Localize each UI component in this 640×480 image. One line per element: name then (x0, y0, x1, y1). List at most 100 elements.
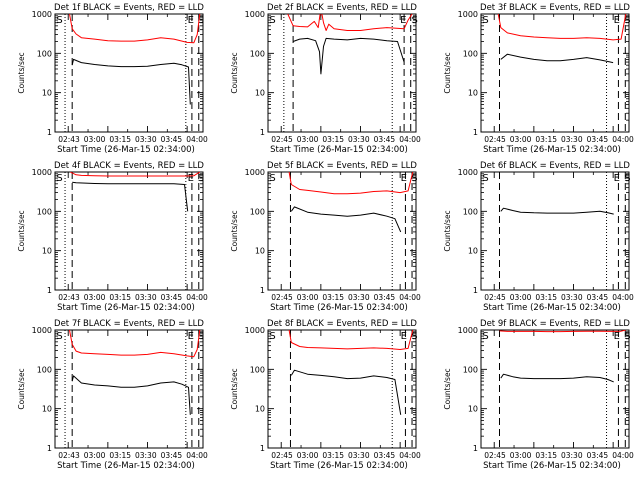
x-tick-label: 03:30 (561, 293, 583, 302)
y-axis-label: Counts/sec (443, 368, 452, 409)
chart-title: Det 1f BLACK = Events, RED = LLD (54, 3, 204, 13)
series-line-lld (288, 172, 414, 195)
y-tick-label: 10 (255, 89, 265, 98)
end-marker-label: E (188, 15, 194, 26)
y-tick-label: 100 (463, 49, 478, 58)
y-tick-label: 100 (463, 365, 478, 374)
start-marker-label: S (412, 15, 418, 26)
y-tick-label: 1000 (458, 326, 478, 335)
chart-title: Det 6f BLACK = Events, RED = LLD (480, 161, 630, 171)
y-tick-label: 100 (250, 365, 265, 374)
chart-title: Det 4f BLACK = Events, RED = LLD (54, 161, 204, 171)
y-tick-label: 10 (255, 247, 265, 256)
chart-title: Det 9f BLACK = Events, RED = LLD (480, 319, 630, 329)
start-marker-label: S (624, 173, 630, 184)
x-tick-label: 02:45 (484, 135, 506, 144)
series-line-lld (497, 14, 627, 41)
y-tick-label: 1 (47, 286, 52, 295)
y-tick-label: 10 (42, 89, 52, 98)
series-line-events (292, 37, 405, 75)
x-axis-label: Start Time (26-Mar-15 02:34:00) (57, 303, 195, 313)
x-axis-label: Start Time (26-Mar-15 02:34:00) (483, 461, 621, 471)
x-tick-label: 02:45 (484, 293, 506, 302)
y-tick-label: 1000 (458, 10, 478, 19)
plot-frame (267, 329, 417, 449)
series-line-lld (288, 330, 414, 350)
start-marker-label: S (624, 331, 630, 342)
y-tick-label: 100 (250, 207, 265, 216)
y-tick-label: 1 (260, 128, 265, 137)
start-marker-label: S (56, 15, 62, 26)
x-tick-label: 02:43 (58, 293, 80, 302)
x-tick-label: 03:00 (297, 451, 319, 460)
x-tick-label: 03:00 (84, 293, 106, 302)
x-tick-label: 02:43 (58, 451, 80, 460)
y-tick-label: 100 (37, 365, 52, 374)
start-marker-label: S (411, 173, 417, 184)
y-tick-label: 100 (37, 207, 52, 216)
y-tick-label: 10 (468, 405, 478, 414)
x-tick-label: 03:00 (510, 135, 532, 144)
start-marker-label: S (411, 331, 417, 342)
plot-frame (267, 13, 417, 133)
x-tick-label: 03:45 (587, 135, 609, 144)
x-tick-label: 04:00 (186, 135, 208, 144)
y-axis-label: Counts/sec (443, 210, 452, 251)
start-marker-label: S (269, 331, 275, 342)
start-marker-label: S (482, 173, 488, 184)
x-tick-label: 03:15 (322, 293, 344, 302)
x-tick-label: 04:00 (186, 293, 208, 302)
x-axis-label: Start Time (26-Mar-15 02:34:00) (57, 145, 195, 155)
series-line-lld (287, 14, 413, 31)
y-tick-label: 10 (42, 405, 52, 414)
x-tick-label: 03:00 (510, 451, 532, 460)
x-tick-label: 04:00 (399, 293, 421, 302)
end-marker-label: E (188, 331, 194, 342)
start-marker-label: S (624, 15, 630, 26)
y-tick-label: 1000 (32, 326, 52, 335)
y-tick-label: 1000 (245, 326, 265, 335)
x-tick-label: 03:30 (561, 451, 583, 460)
x-tick-label: 04:00 (186, 451, 208, 460)
chart-panel-8: Det 8f BLACK = Events, RED = LLD 1 10 100 10… (230, 319, 421, 471)
x-tick-label: 03:00 (84, 451, 106, 460)
series-line-lld (69, 330, 201, 358)
start-marker-label: S (198, 173, 204, 184)
start-marker-label: S (269, 173, 275, 184)
series-line-events (500, 207, 614, 215)
y-axis-label: Counts/sec (17, 368, 26, 409)
start-marker-label: S (269, 15, 275, 26)
end-marker-label: E (614, 15, 620, 26)
chart-title: Det 5f BLACK = Events, RED = LLD (267, 161, 417, 171)
x-tick-label: 03:45 (161, 451, 183, 460)
x-axis-label: Start Time (26-Mar-15 02:34:00) (483, 303, 621, 313)
start-marker-label: S (56, 173, 62, 184)
y-tick-label: 10 (468, 89, 478, 98)
y-tick-label: 1000 (245, 168, 265, 177)
x-tick-label: 03:30 (135, 451, 157, 460)
plot-frame (54, 13, 204, 133)
y-tick-label: 10 (255, 405, 265, 414)
x-tick-label: 03:45 (587, 451, 609, 460)
end-marker-label: E (401, 331, 407, 342)
y-tick-label: 1 (47, 128, 52, 137)
x-tick-label: 04:00 (399, 451, 421, 460)
series-line-events (290, 369, 402, 415)
x-tick-label: 03:15 (535, 135, 557, 144)
x-tick-label: 03:45 (374, 135, 396, 144)
plot-frame (54, 171, 204, 291)
x-tick-label: 03:15 (109, 451, 131, 460)
y-tick-label: 1 (260, 286, 265, 295)
series-line-events (290, 206, 402, 233)
y-tick-label: 10 (468, 247, 478, 256)
y-tick-label: 1 (473, 286, 478, 295)
series-line-lld (499, 330, 626, 333)
x-tick-label: 02:45 (271, 293, 293, 302)
x-tick-label: 02:45 (271, 135, 293, 144)
x-tick-label: 04:00 (399, 135, 421, 144)
x-tick-label: 03:30 (135, 135, 157, 144)
y-tick-label: 1 (473, 444, 478, 453)
chart-title: Det 2f BLACK = Events, RED = LLD (267, 3, 417, 13)
chart-panel-9: Det 9f BLACK = Events, RED = LLD 1 10 100 10… (443, 319, 634, 471)
